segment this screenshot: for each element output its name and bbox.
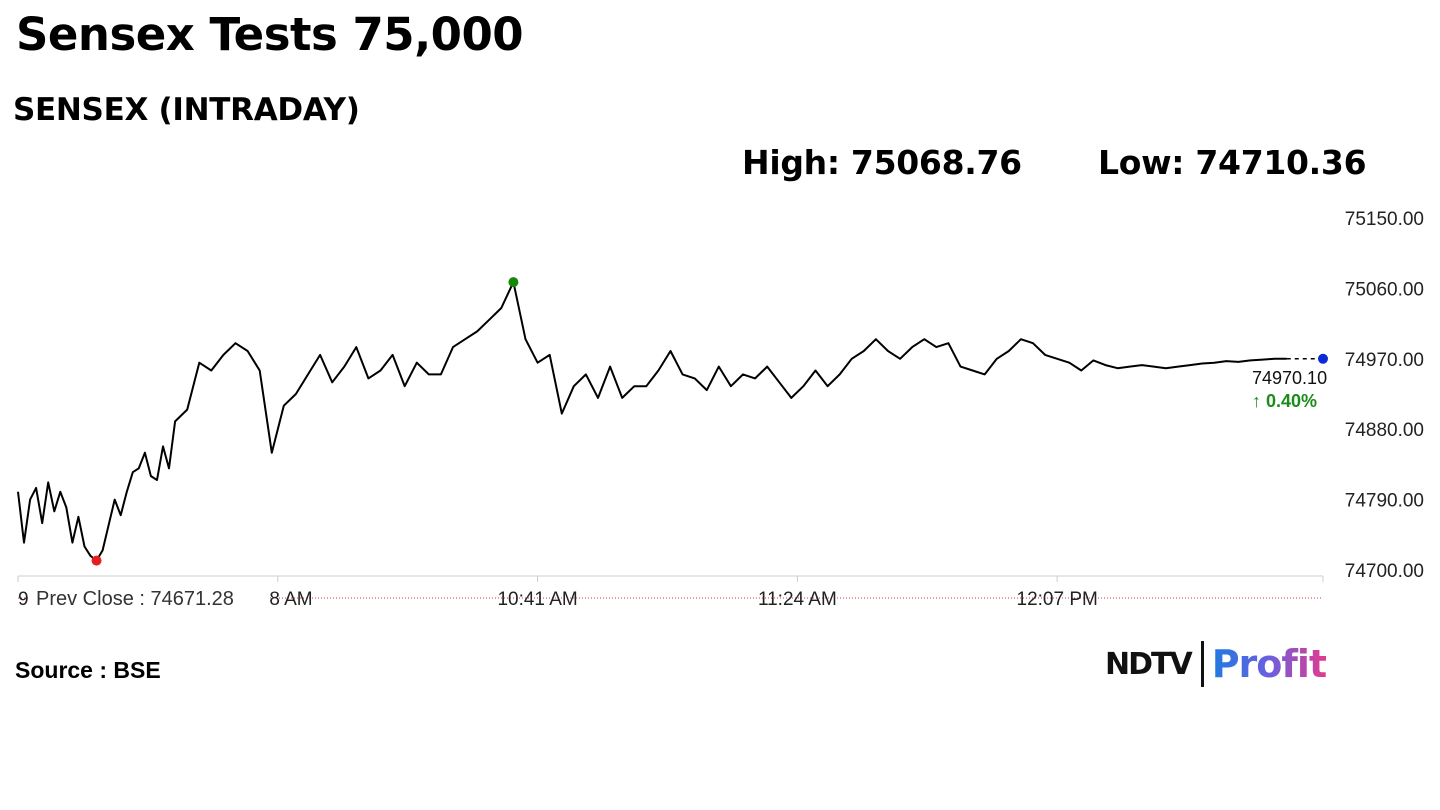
profit-wordmark: Profit <box>1211 642 1327 686</box>
x-tick-label: 11:24 AM <box>758 589 837 610</box>
intraday-line-chart: 75150.00 75060.00 74970.00 74880.00 74790.00… <box>17 209 1424 612</box>
x-tick-label: 10:41 AM <box>497 589 577 610</box>
last-point-marker <box>1318 353 1328 364</box>
chart-subtitle: SENSEX (INTRADAY) <box>13 92 360 128</box>
low-value: Low: 74710.36 <box>1098 143 1367 182</box>
x-tick-label: 12:07 PM <box>1017 589 1098 610</box>
ndtv-wordmark: NDTV <box>1105 646 1193 682</box>
sensex-series-line <box>17 281 1287 562</box>
y-tick-label: 74970.00 <box>1345 350 1424 371</box>
y-tick-label: 74880.00 <box>1345 420 1424 441</box>
high-point-marker <box>508 277 519 288</box>
logo-divider <box>1200 641 1204 687</box>
source-note: Source : BSE <box>15 657 161 683</box>
high-value: High: 75068.76 <box>742 143 1022 182</box>
prev-close-label-bg <box>30 584 270 612</box>
y-tick-label: 74790.00 <box>1345 491 1424 512</box>
ndtv-profit-logo: NDTV Profit <box>1105 640 1327 688</box>
last-value-label: 74970.10 <box>1252 368 1327 388</box>
y-tick-label: 75150.00 <box>1345 209 1424 230</box>
page-title: Sensex Tests 75,000 <box>16 8 524 61</box>
change-percent-label: ↑ 0.40% <box>1252 391 1317 411</box>
y-tick-label: 75060.00 <box>1345 279 1424 300</box>
prev-close-label: Prev Close : 74671.28 <box>36 588 234 610</box>
low-point-marker <box>91 555 102 566</box>
y-tick-label: 74700.00 <box>1345 561 1424 582</box>
